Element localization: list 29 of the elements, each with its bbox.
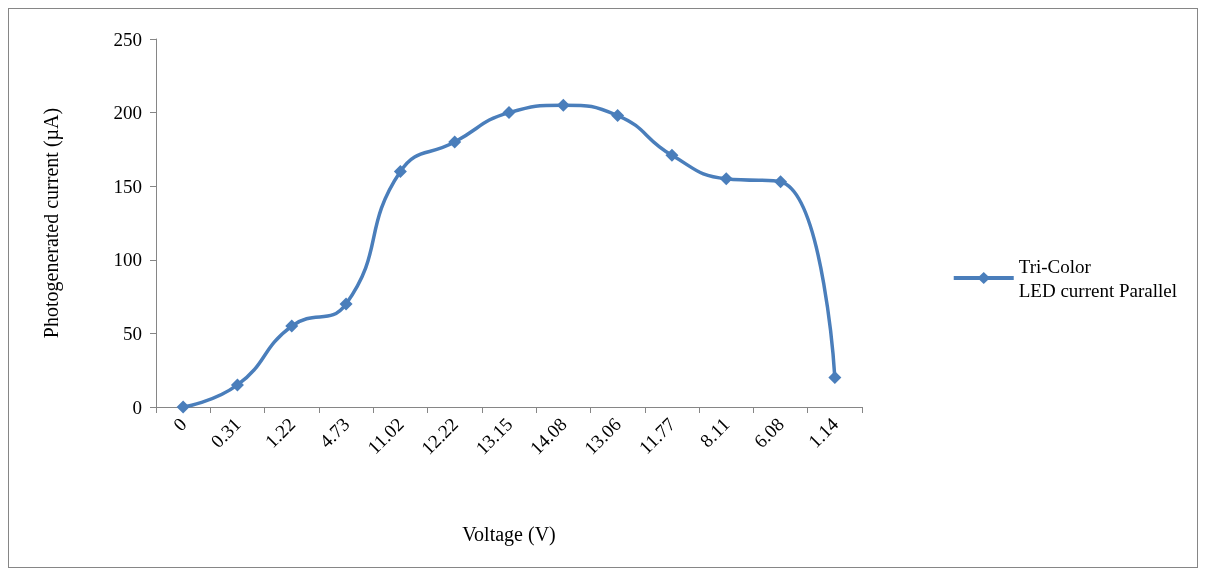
- y-tick-label: 0: [132, 396, 142, 418]
- point: [393, 164, 407, 178]
- point: [828, 371, 842, 385]
- point: [339, 297, 353, 311]
- x-tick-label: 0.31: [206, 413, 245, 452]
- y-tick-label: 200: [113, 102, 142, 124]
- point: [176, 400, 190, 414]
- point: [556, 98, 570, 112]
- point: [719, 172, 733, 186]
- point: [774, 175, 788, 189]
- legend-label: Tri-Color LED current Parallel: [1018, 255, 1177, 301]
- x-axis-title: Voltage (V): [462, 523, 556, 546]
- x-tick-label: 1.14: [803, 413, 843, 452]
- x-tick-label: 0: [169, 413, 191, 436]
- y-tick-label: 250: [113, 28, 142, 50]
- y-tick-label: 100: [113, 249, 142, 271]
- point: [502, 106, 516, 120]
- point: [611, 109, 625, 123]
- point: [448, 135, 462, 149]
- x-tick-label: 6.08: [749, 413, 788, 452]
- point: [285, 319, 299, 333]
- x-tick-label: 8.11: [695, 413, 734, 452]
- point: [665, 148, 679, 162]
- y-tick-label: 150: [113, 175, 142, 197]
- x-tick-label: 1.22: [260, 413, 300, 452]
- x-tick-label: 4.73: [315, 413, 354, 452]
- y-tick-label: 50: [123, 322, 142, 344]
- y-axis-title: Photogenerated current (µA): [40, 107, 63, 339]
- point: [230, 378, 244, 392]
